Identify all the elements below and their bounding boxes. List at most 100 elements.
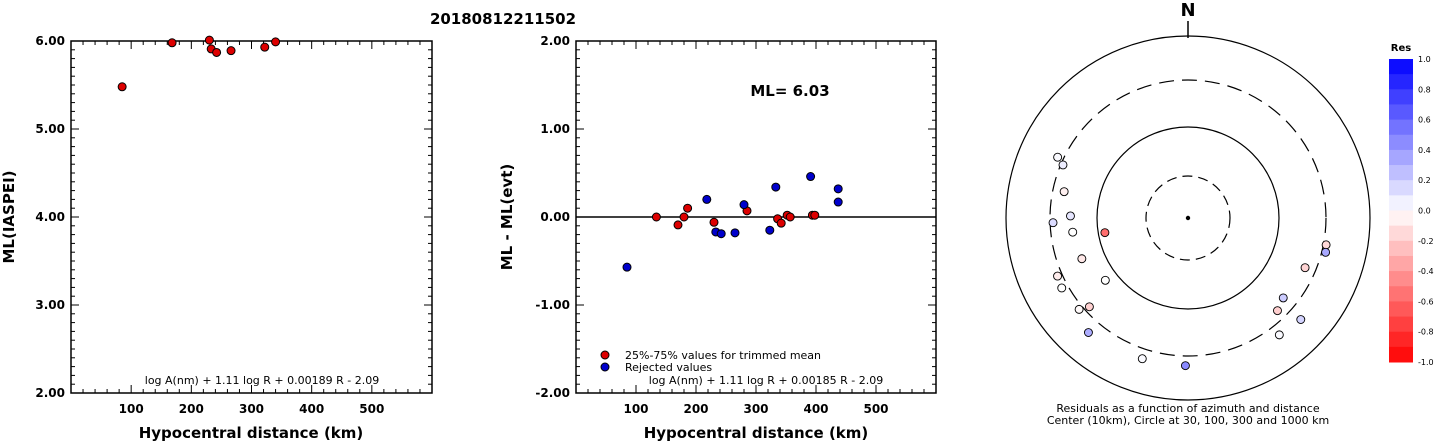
y-tick-label: -1.00 [535,298,570,312]
station-marker [1100,275,1110,285]
data-point [212,47,222,57]
colorbar-segment [1389,59,1413,75]
distance-ring [1145,175,1231,261]
colorbar-tick-label: -1.0 [1418,358,1434,367]
colorbar-segment [1389,165,1413,181]
y-tick-label: 5.00 [35,122,65,136]
x-tick-label: 400 [803,402,828,416]
distance-rings [1005,35,1371,401]
data-point [806,172,816,182]
station-marker [1058,160,1068,170]
station-marker [1274,330,1284,340]
data-point [716,229,726,239]
colorbar-segment [1389,74,1413,90]
colorbar: 1.0 0.8 0.6 0.4 0.2 0.0 -0.2 -0.4 -0.6 -0.8 -1.0 [1389,55,1434,367]
map-caption: Residuals as a function of azimuth and d… [1056,402,1319,415]
data-point [679,212,689,222]
station-marker [1278,293,1288,303]
colorbar-tick-label: -0.2 [1418,237,1434,246]
station-marker [1100,228,1110,238]
legend-label-rejected: Rejected values [625,361,712,374]
azimuth-residual-map: N Residuals as a function of azimuth and… [1005,0,1434,427]
data-point [833,197,843,207]
plot-frame [70,40,433,394]
legend-marker-red [600,350,610,360]
colorbar-segment [1389,210,1413,227]
colorbar-segment [1389,255,1413,272]
data-point [765,225,775,235]
ml-vs-distance-panel: 100 200 300 400 500 2.00 3.00 4.00 5.00 6.00 Hypo… [0,34,433,441]
colorbar-tick-label: -0.4 [1418,267,1434,276]
y-tick-label: 6.00 [35,34,65,48]
station-marker [1296,315,1306,324]
colorbar-segment [1389,225,1413,242]
data-point [651,212,661,222]
data-point [739,200,749,210]
x-tick-label: 200 [683,402,708,416]
station-marker [1048,218,1058,228]
data-point [730,228,740,238]
residual-vs-distance-panel: 100 200 300 400 500 -2.00 -1.00 0.00 1.00 2.00 ML… [498,34,937,441]
map-subcaption: Center (10km), Circle at 30, 100, 300 an… [1047,414,1329,427]
colorbar-label: Res [1391,43,1411,54]
x-tick-label: 500 [863,402,888,416]
data-point [833,184,843,194]
colorbar-tick-label: 0.6 [1418,116,1431,125]
legend-label-trimmed: 25%-75% values for trimmed mean [625,349,821,362]
station-marker [1053,271,1063,281]
colorbar-tick-label: -0.6 [1418,297,1434,306]
north-label: N [1180,0,1195,21]
y-tick-label: 2.00 [35,386,65,400]
station-markers [1048,152,1331,371]
colorbar-tick-label: 0.4 [1418,146,1431,155]
colorbar-tick-label: 0.2 [1418,176,1431,185]
data-point [204,35,214,45]
y-tick-label: 2.00 [540,34,570,48]
colorbar-segment [1389,331,1413,348]
colorbar-tick-label: 0.0 [1418,207,1431,216]
formula-text: log A(nm) + 1.11 log R + 0.00189 R - 2.0… [145,374,379,387]
y-tick-label: 0.00 [540,210,570,224]
station-marker [1066,211,1075,221]
x-tick-label: 100 [623,402,648,416]
data-point [771,182,781,192]
station-marker [1077,254,1087,264]
colorbar-segment [1389,134,1413,151]
station-marker [1321,247,1331,257]
colorbar-segment [1389,271,1413,287]
station-marker [1053,152,1063,162]
x-tick-label: 300 [743,402,768,416]
y-tick-label: -2.00 [535,386,570,400]
y-tick-label: 4.00 [35,210,65,224]
distance-ring [1096,126,1280,310]
station-marker [1137,354,1147,364]
colorbar-segment [1389,104,1413,121]
data-point [117,82,127,92]
colorbar-segment [1389,286,1413,302]
data-point [622,262,632,272]
colorbar-segment [1389,89,1413,105]
colorbar-segment [1389,346,1413,363]
y-tick-label: 3.00 [35,298,65,312]
axis-ticks: 100 200 300 400 500 2.00 3.00 4.00 5.00 6.00 [35,34,433,416]
x-tick-label: 100 [119,402,144,416]
colorbar-tick-label: -0.8 [1418,328,1434,337]
x-tick-label: 500 [359,402,384,416]
epicenter-marker [1185,215,1191,221]
colorbar-segment [1389,180,1413,196]
x-tick-label: 200 [179,402,204,416]
station-marker [1074,304,1084,314]
station-marker [1273,306,1282,316]
station-marker [1057,283,1067,293]
data-point [709,217,719,227]
data-point [702,194,712,204]
event-id-title: 20180812211502 [430,10,576,28]
colorbar-tick-label: 1.0 [1418,55,1431,64]
y-tick-label: 1.00 [540,122,570,136]
station-marker [1059,187,1069,197]
colorbar-tick-label: 0.8 [1418,85,1431,94]
data-point [776,218,786,228]
distance-ring [1049,79,1327,357]
x-axis-label: Hypocentral distance (km) [139,424,364,441]
station-marker [1180,361,1190,371]
